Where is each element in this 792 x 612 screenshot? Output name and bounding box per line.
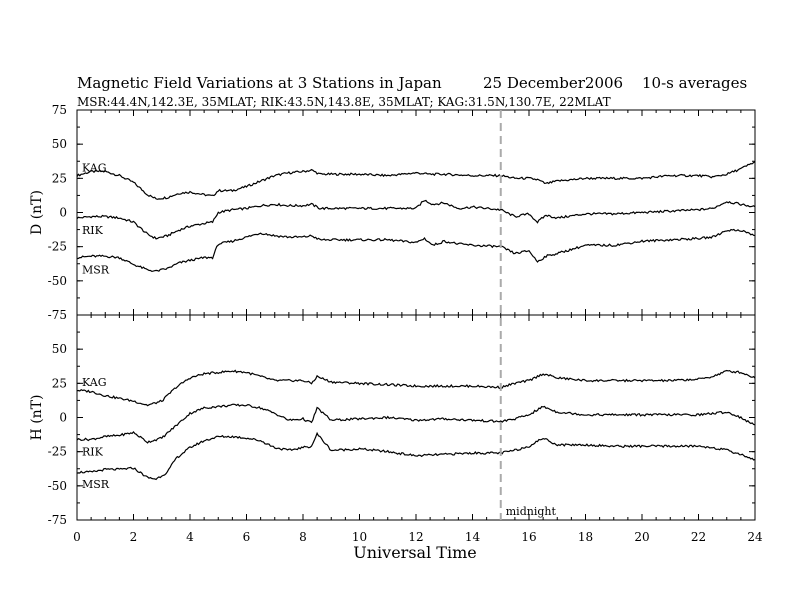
x-tick-label: 12: [408, 530, 423, 544]
x-axis-title: Universal Time: [353, 543, 476, 562]
y-tick-label: 0: [59, 206, 67, 220]
midnight-label: midnight: [506, 505, 557, 518]
y-tick-label: -75: [48, 513, 67, 527]
x-tick-label: 24: [747, 530, 763, 544]
y-tick-label: 25: [52, 376, 67, 390]
y-axis-title: D (nT): [29, 190, 45, 235]
series-label-rik: RIK: [82, 445, 104, 458]
x-tick-label: 14: [465, 530, 481, 544]
series-line-rik: [76, 199, 756, 240]
x-tick-label: 20: [634, 530, 649, 544]
y-tick-label: -75: [48, 308, 67, 322]
y-tick-label: -25: [48, 445, 67, 459]
chart-title: Magnetic Field Variations at 3 Stations …: [77, 74, 442, 92]
series-label-msr: MSR: [82, 478, 110, 491]
y-tick-label: 50: [52, 342, 67, 356]
y-axis-title: H (nT): [29, 395, 45, 441]
x-tick-label: 2: [130, 530, 138, 544]
series-label-kag: KAG: [82, 376, 107, 389]
chart-averages: 10-s averages: [642, 74, 747, 92]
series-label-rik: RIK: [82, 224, 104, 237]
chart-date: 25 December2006: [483, 74, 623, 92]
chart-subtitle: MSR:44.4N,142.3E, 35MLAT; RIK:43.5N,143.…: [77, 95, 611, 109]
series-line-msr: [76, 228, 756, 273]
y-tick-label: 0: [59, 411, 67, 425]
panel-1: 50 25 0 -25 -50 -75 H (nT) KAG RIK MSR: [29, 314, 756, 527]
y-tick-label: -50: [48, 274, 67, 288]
x-tick-label: 10: [352, 530, 367, 544]
y-tick-label: -25: [48, 240, 67, 254]
series-line-rik: [76, 403, 756, 444]
series-line-kag: [76, 369, 756, 407]
y-tick-label: -50: [48, 479, 67, 493]
y-tick-label: 50: [52, 137, 67, 151]
panels: 75 50 25 0 -25 -50 -75 D (nT) KAG RIK MSR 50 25 0 -25 -…: [29, 103, 756, 527]
x-tick-label: 16: [521, 530, 536, 544]
series-label-msr: MSR: [82, 264, 110, 277]
series-label-kag: KAG: [82, 162, 107, 175]
panel-0: 75 50 25 0 -25 -50 -75 D (nT) KAG RIK MSR: [29, 103, 756, 322]
x-tick-label: 0: [73, 530, 81, 544]
x-tick-label: 8: [299, 530, 307, 544]
x-tick-label: 6: [243, 530, 251, 544]
series-line-msr: [76, 431, 756, 481]
y-tick-label: 75: [52, 103, 67, 117]
x-tick-label: 18: [578, 530, 593, 544]
panel-frame: [76, 314, 756, 521]
x-tick-label: 4: [186, 530, 194, 544]
x-axis: 0 2 4 6 8 10 12 14 16 18 20 22 24: [73, 530, 763, 544]
x-tick-label: 22: [691, 530, 706, 544]
y-tick-label: 25: [52, 171, 67, 185]
series-line-kag: [76, 161, 756, 200]
